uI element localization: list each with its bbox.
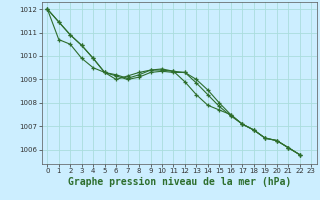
X-axis label: Graphe pression niveau de la mer (hPa): Graphe pression niveau de la mer (hPa) [68,177,291,187]
